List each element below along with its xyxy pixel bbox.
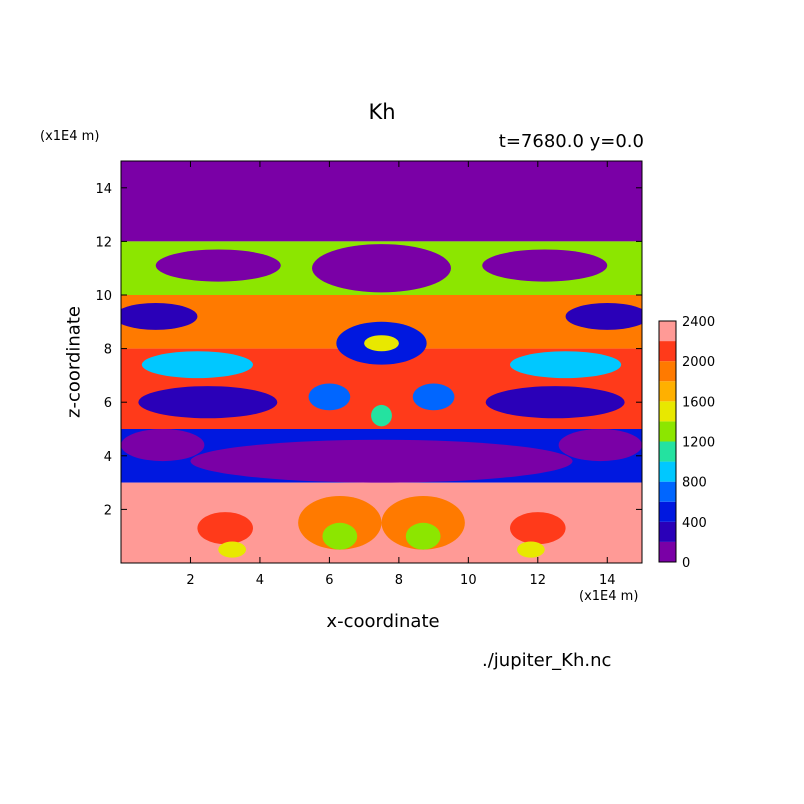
- source-filename: ./jupiter_Kh.nc: [482, 650, 612, 671]
- x-axis-unit: (x1E4 m): [579, 589, 639, 604]
- colorbar-frame: [658, 320, 677, 563]
- x-axis-label: x-coordinate: [326, 611, 440, 632]
- field-region-1: [155, 249, 281, 282]
- colorbar-segment-9: [659, 361, 676, 382]
- field-region-8: [510, 351, 622, 379]
- colorbar-label-0: 0: [682, 556, 690, 571]
- chart-subtitle: t=7680.0 y=0.0: [498, 131, 644, 152]
- x-tick-label-4: 10: [460, 573, 477, 588]
- colorbar: 0 400 800 1200 1600 2000 2400: [658, 315, 715, 571]
- y-tick-label-4: 10: [95, 289, 112, 304]
- y-tick-label-6: 14: [95, 182, 112, 197]
- x-tick-label-1: 4: [256, 573, 264, 588]
- field-region-3: [121, 303, 198, 330]
- field-region-17: [298, 496, 382, 550]
- field-region-22: [510, 512, 566, 545]
- field-region-7: [141, 351, 253, 379]
- field-region-16: [558, 429, 642, 462]
- field-region-24: [516, 541, 545, 558]
- field-region-0: [312, 244, 451, 293]
- colorbar-label-6: 2400: [682, 315, 715, 330]
- colorbar-segment-5: [659, 441, 676, 462]
- colorbar-segment-0: [659, 541, 676, 562]
- field-region-14: [190, 439, 573, 483]
- colorbar-label-5: 2000: [682, 355, 715, 370]
- field-region-13: [371, 404, 392, 427]
- contour-field: [121, 161, 642, 563]
- y-tick-label-3: 8: [104, 343, 112, 358]
- field-region-20: [405, 522, 441, 550]
- y-tick-label-2: 6: [104, 396, 112, 411]
- chart-title: Kh: [368, 100, 396, 124]
- field-region-15: [121, 429, 205, 462]
- field-region-18: [381, 496, 465, 550]
- field-region-2: [482, 249, 608, 282]
- field-region-21: [197, 512, 253, 545]
- y-tick-label-0: 2: [104, 503, 112, 518]
- colorbar-label-4: 1600: [682, 395, 715, 410]
- field-region-11: [308, 383, 351, 411]
- x-tick-label-2: 6: [325, 573, 333, 588]
- colorbar-segment-2: [659, 501, 676, 522]
- field-band-0: [121, 161, 642, 242]
- colorbar-segment-4: [659, 461, 676, 482]
- y-tick-label-1: 4: [104, 450, 112, 465]
- colorbar-label-3: 1200: [682, 436, 715, 451]
- colorbar-segment-11: [659, 321, 676, 342]
- field-region-6: [364, 335, 399, 352]
- x-tick-label-0: 2: [186, 573, 194, 588]
- colorbar-segment-7: [659, 401, 676, 422]
- field-region-10: [485, 386, 625, 419]
- colorbar-segment-6: [659, 421, 676, 442]
- colorbar-segment-10: [659, 341, 676, 362]
- field-region-4: [565, 303, 642, 330]
- field-region-23: [218, 541, 247, 558]
- colorbar-label-1: 400: [682, 516, 707, 531]
- x-tick-label-5: 12: [530, 573, 547, 588]
- x-tick-label-3: 8: [395, 573, 403, 588]
- field-region-9: [138, 386, 278, 419]
- field-region-19: [322, 522, 358, 550]
- axis-ticks: 2 4 6 8 10 12 14 2 4 6 8 10 12 14: [95, 161, 642, 588]
- colorbar-segment-3: [659, 481, 676, 502]
- plot-frame: [120, 160, 643, 564]
- field-region-12: [412, 383, 455, 411]
- x-tick-label-6: 14: [599, 573, 616, 588]
- colorbar-label-2: 800: [682, 476, 707, 491]
- colorbar-segment-1: [659, 521, 676, 542]
- colorbar-segment-8: [659, 381, 676, 402]
- y-axis-unit: (x1E4 m): [40, 129, 100, 144]
- y-tick-label-5: 12: [95, 235, 112, 250]
